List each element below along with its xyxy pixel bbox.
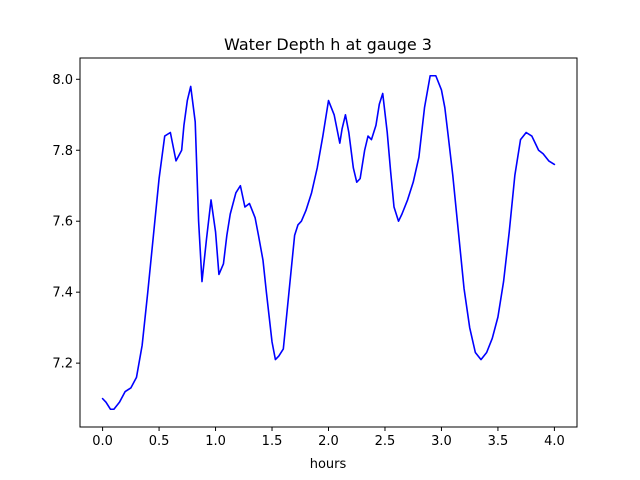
plot-area	[79, 57, 578, 428]
y-axis: 7.2 7.4 7.6 7.8 8.0	[52, 73, 80, 372]
x-tick-label: 2.5	[375, 434, 396, 449]
x-tick-label: 1.0	[205, 434, 226, 449]
y-tick-label: 7.6	[52, 215, 73, 230]
plot-frame	[79, 57, 578, 428]
x-axis: 0.0 0.5 1.0 1.5 2.0 2.5 3.0 3.5 4.0	[92, 427, 565, 449]
y-tick-label: 7.2	[52, 357, 73, 372]
series-line-0	[101, 74, 556, 411]
x-tick-label: 3.0	[431, 434, 452, 449]
y-tick-label: 7.4	[52, 286, 73, 301]
y-tick-label: 8.0	[52, 73, 73, 88]
x-tick-label: 4.0	[544, 434, 565, 449]
x-axis-label: hours	[310, 457, 347, 472]
x-tick-label: 3.5	[488, 434, 509, 449]
x-tick-label: 0.0	[92, 434, 113, 449]
chart-title: Water Depth h at gauge 3	[224, 35, 432, 54]
x-tick-label: 1.5	[262, 434, 283, 449]
y-tick-label: 7.8	[52, 144, 73, 159]
x-tick-label: 0.5	[149, 434, 170, 449]
x-tick-label: 2.0	[318, 434, 339, 449]
